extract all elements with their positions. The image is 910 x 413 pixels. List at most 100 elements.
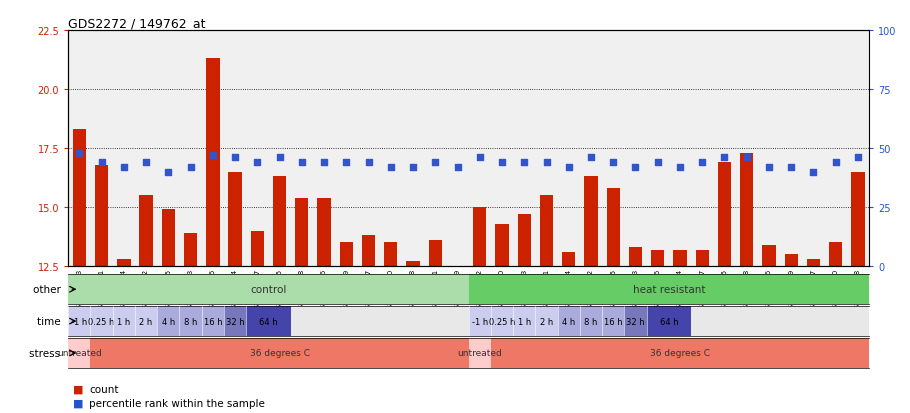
Bar	[647, 306, 691, 336]
Point	[806, 169, 821, 176]
Text: ■: ■	[73, 384, 86, 394]
Text: 8 h: 8 h	[584, 317, 598, 326]
Point	[651, 159, 665, 166]
Bar	[407, 262, 420, 266]
Bar	[651, 250, 664, 266]
Point	[583, 155, 598, 161]
Bar	[535, 306, 558, 336]
Text: 32 h: 32 h	[226, 317, 245, 326]
Bar	[763, 245, 775, 266]
Bar	[851, 172, 864, 266]
Bar	[362, 236, 375, 266]
Point	[317, 159, 331, 166]
Bar	[68, 338, 90, 368]
Point	[116, 164, 131, 171]
Bar	[95, 165, 108, 266]
Point	[740, 155, 754, 161]
Bar	[339, 243, 353, 266]
Bar	[135, 306, 157, 336]
Point	[784, 164, 798, 171]
Bar	[157, 306, 179, 336]
Text: 0.25 h: 0.25 h	[489, 317, 515, 326]
Bar	[228, 172, 242, 266]
Text: -1 h: -1 h	[471, 317, 488, 326]
Text: -1 h: -1 h	[71, 317, 87, 326]
Text: ■: ■	[73, 398, 86, 408]
Point	[183, 164, 197, 171]
Bar	[695, 250, 709, 266]
Text: 64 h: 64 h	[259, 317, 278, 326]
Bar	[673, 250, 687, 266]
Bar	[740, 153, 753, 266]
Bar	[384, 243, 398, 266]
Bar	[224, 306, 247, 336]
Point	[561, 164, 576, 171]
Text: 64 h: 64 h	[660, 317, 678, 326]
Bar	[580, 306, 602, 336]
Point	[672, 164, 687, 171]
Text: 4 h: 4 h	[162, 317, 175, 326]
Text: 0.25 h: 0.25 h	[88, 317, 115, 326]
Text: GDS2272 / 149762_at: GDS2272 / 149762_at	[68, 17, 206, 30]
Bar	[184, 233, 197, 266]
Bar	[469, 338, 490, 368]
Bar	[247, 306, 290, 336]
Point	[339, 159, 354, 166]
Text: 36 degrees C: 36 degrees C	[249, 349, 309, 358]
Bar	[162, 210, 175, 266]
Bar	[73, 130, 86, 266]
Text: 2 h: 2 h	[139, 317, 153, 326]
Bar	[295, 198, 308, 266]
Point	[295, 159, 309, 166]
Point	[472, 155, 487, 161]
Text: 36 degrees C: 36 degrees C	[650, 349, 710, 358]
Bar	[90, 338, 469, 368]
Bar	[429, 240, 442, 266]
Bar	[784, 254, 798, 266]
Text: stress: stress	[29, 348, 64, 358]
Text: untreated: untreated	[57, 349, 102, 358]
Bar	[807, 259, 820, 266]
Point	[161, 169, 176, 176]
Bar	[113, 306, 135, 336]
Point	[540, 159, 554, 166]
Bar	[584, 177, 598, 266]
Point	[762, 164, 776, 171]
Bar	[117, 259, 130, 266]
Text: 16 h: 16 h	[604, 317, 622, 326]
Point	[628, 164, 642, 171]
Bar	[518, 215, 531, 266]
Bar	[513, 306, 535, 336]
Text: other: other	[33, 285, 64, 294]
Point	[695, 159, 710, 166]
Bar	[250, 231, 264, 266]
Bar	[629, 247, 642, 266]
Bar	[602, 306, 624, 336]
Text: heat resistant: heat resistant	[632, 285, 705, 294]
Bar	[139, 196, 153, 266]
Text: time: time	[36, 316, 64, 326]
Point	[828, 159, 843, 166]
Bar	[540, 196, 553, 266]
Point	[517, 159, 531, 166]
Text: 8 h: 8 h	[184, 317, 197, 326]
Bar	[490, 338, 869, 368]
Text: 16 h: 16 h	[204, 317, 222, 326]
Point	[139, 159, 154, 166]
Bar	[562, 252, 575, 266]
Point	[450, 164, 465, 171]
Bar	[273, 177, 287, 266]
Bar	[607, 189, 620, 266]
Text: 32 h: 32 h	[626, 317, 645, 326]
Bar	[473, 207, 487, 266]
Text: count: count	[89, 384, 118, 394]
Point	[406, 164, 420, 171]
Text: 4 h: 4 h	[562, 317, 575, 326]
Point	[272, 155, 287, 161]
Point	[383, 164, 398, 171]
Text: 1 h: 1 h	[117, 317, 130, 326]
Bar	[90, 306, 113, 336]
Bar	[207, 59, 219, 266]
Point	[206, 152, 220, 159]
Point	[428, 159, 442, 166]
